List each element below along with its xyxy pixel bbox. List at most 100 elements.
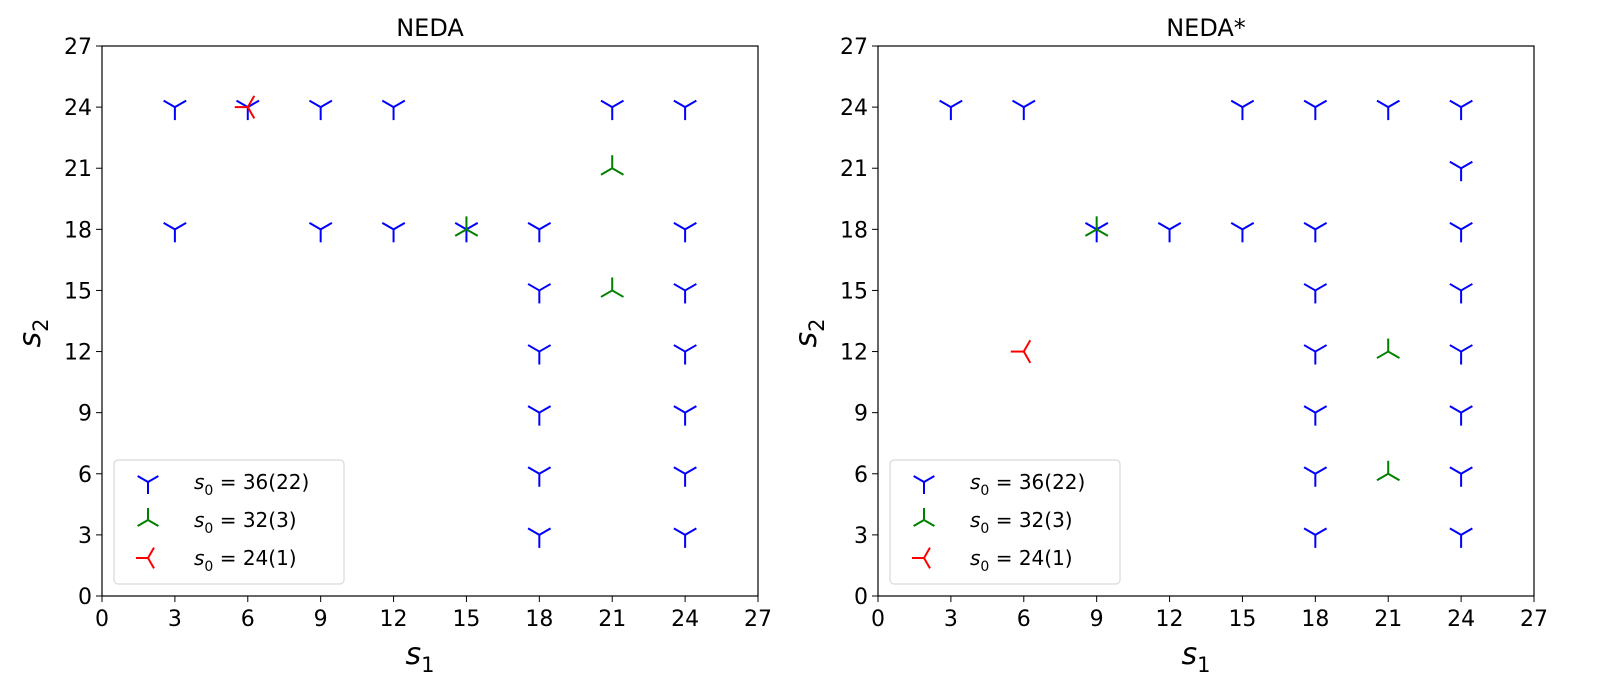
y-tick-label: 9	[78, 402, 92, 427]
data-point	[1449, 344, 1473, 365]
x-tick-label: 15	[1228, 607, 1256, 632]
data-point	[527, 283, 552, 304]
data-point	[1376, 338, 1400, 359]
data-point	[600, 155, 624, 176]
data-point	[673, 405, 697, 426]
legend-entry: s0 = 32(3)	[137, 508, 297, 537]
legend-marker	[137, 508, 159, 527]
legend-entry: s0 = 24(1)	[136, 546, 297, 575]
data-point	[673, 221, 697, 243]
chart-title: NEDA*	[1166, 14, 1246, 42]
x-axis-label: s1	[405, 637, 434, 677]
data-point	[454, 221, 479, 243]
y-tick-label: 12	[840, 341, 868, 366]
series-2	[1010, 339, 1032, 364]
plot-area-frame	[877, 45, 1535, 597]
legend: s0 = 36(22) s0 = 32(3) s0 = 24(1)	[889, 459, 1121, 585]
y-tick-label: 15	[840, 279, 868, 304]
data-point	[1449, 160, 1473, 182]
data-point	[600, 277, 624, 298]
legend-marker	[912, 547, 931, 569]
legend-entry: s0 = 32(3)	[913, 508, 1073, 537]
legend-label: s0 = 24(1)	[970, 546, 1073, 575]
data-point	[939, 99, 963, 121]
legend-entry: s0 = 24(1)	[912, 546, 1073, 575]
data-point	[673, 283, 697, 304]
y-tick-label: 21	[840, 157, 868, 182]
data-point	[381, 221, 406, 243]
y-tick-label: 21	[64, 157, 92, 182]
y-tick-label: 12	[64, 341, 92, 366]
data-point	[1157, 221, 1182, 243]
data-point	[308, 221, 333, 243]
x-tick-label: 6	[1017, 607, 1031, 632]
data-point	[673, 99, 697, 121]
x-tick-label: 24	[1447, 607, 1475, 632]
y-tick-label: 15	[64, 279, 92, 304]
y-tick-label: 27	[64, 35, 92, 60]
data-point	[1230, 221, 1255, 243]
y-tick-label: 24	[64, 96, 92, 121]
data-point	[1303, 527, 1328, 548]
data-point	[308, 99, 333, 121]
x-tick-label: 21	[598, 607, 626, 632]
plot-area-frame	[101, 45, 759, 597]
data-point	[1449, 283, 1473, 304]
legend-label: s0 = 36(22)	[194, 470, 309, 499]
x-tick-label: 6	[241, 607, 255, 632]
legend-label: s0 = 36(22)	[970, 470, 1085, 499]
y-tick-label: 24	[840, 96, 868, 121]
x-tick-label: 9	[314, 607, 328, 632]
legend-entry: s0 = 36(22)	[913, 470, 1085, 499]
series-0	[163, 99, 697, 548]
x-tick-label: 18	[525, 607, 553, 632]
x-tick-label: 27	[744, 607, 772, 632]
data-point	[1376, 99, 1400, 121]
legend-frame	[889, 459, 1121, 585]
x-tick-label: 12	[380, 607, 408, 632]
data-point	[1449, 527, 1473, 548]
data-point	[163, 221, 187, 243]
x-tick-label: 27	[1520, 607, 1548, 632]
data-point	[236, 99, 260, 121]
data-point	[163, 99, 187, 121]
data-point	[673, 344, 697, 365]
chart-title: NEDA	[396, 14, 464, 42]
data-point	[381, 99, 406, 121]
data-point	[1449, 221, 1473, 243]
data-point	[1376, 460, 1400, 482]
x-tick-label: 21	[1374, 607, 1402, 632]
data-point	[1303, 221, 1328, 243]
chart-neda: NEDA 0 3 6 9 12 15 18 21 24 27 0 3 6 9 12 15 18 21 24 27 s1 s2…	[13, 14, 772, 677]
legend: s0 = 36(22) s0 = 32(3) s0 = 24(1)	[113, 459, 345, 585]
data-point	[1303, 344, 1328, 365]
legend-marker	[136, 547, 155, 569]
series-2	[234, 95, 256, 119]
y-tick-label: 18	[840, 218, 868, 243]
data-point	[527, 527, 552, 548]
x-tick-label: 18	[1301, 607, 1329, 632]
y-tick-label: 18	[64, 218, 92, 243]
data-point	[1012, 99, 1036, 121]
y-tick-label: 3	[78, 524, 92, 549]
x-tick-label: 0	[871, 607, 885, 632]
data-point	[1084, 221, 1109, 243]
x-axis-label: s1	[1181, 637, 1210, 677]
data-point	[673, 466, 697, 487]
data-point	[234, 95, 256, 119]
data-point	[600, 99, 624, 121]
data-point	[1303, 283, 1328, 304]
data-point	[1303, 466, 1328, 487]
x-tick-label: 3	[168, 607, 182, 632]
y-tick-label: 0	[854, 585, 868, 610]
data-point	[1084, 216, 1109, 237]
x-tick-label: 9	[1090, 607, 1104, 632]
data-point	[1449, 466, 1473, 487]
y-tick-label: 9	[854, 402, 868, 427]
y-tick-label: 3	[854, 524, 868, 549]
data-point	[1230, 99, 1255, 121]
data-point	[673, 527, 697, 548]
legend-label: s0 = 24(1)	[194, 546, 297, 575]
data-point	[1303, 99, 1328, 121]
